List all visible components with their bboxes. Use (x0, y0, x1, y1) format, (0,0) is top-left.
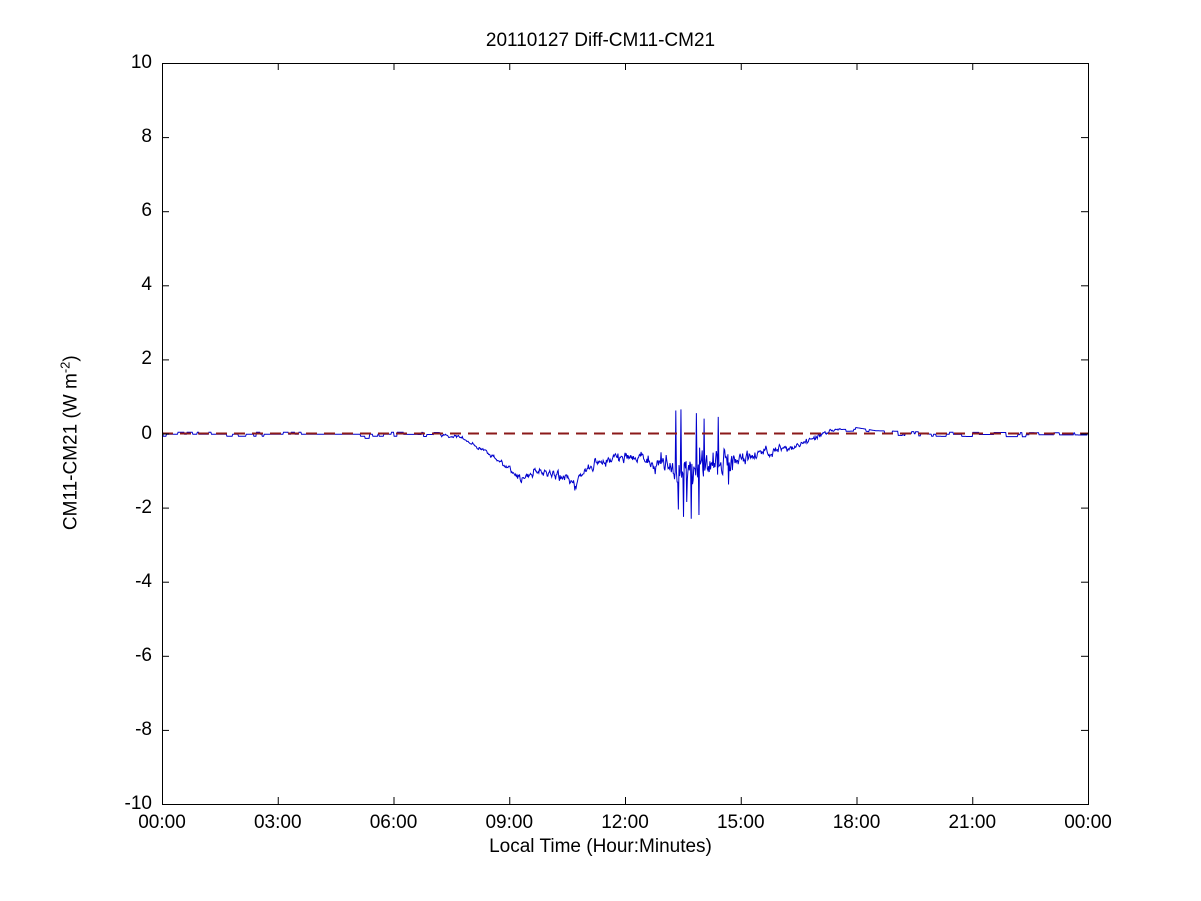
x-tick-label: 18:00 (832, 812, 881, 833)
y-tick-label: 6 (141, 200, 152, 222)
y-tick-label: -4 (135, 570, 152, 592)
x-tick-label: 00:00 (138, 812, 186, 833)
x-tick-label: 21:00 (948, 812, 997, 833)
y-tick-label: 8 (141, 126, 152, 148)
y-tick-label: -10 (124, 793, 152, 814)
x-tick-label: 15:00 (716, 812, 765, 833)
y-axis-label: CM11-CM21 (W m-2) (57, 143, 82, 743)
y-tick-label: -2 (135, 496, 152, 518)
y-tick-label: 0 (141, 422, 152, 444)
x-axis-label: Local Time (Hour:Minutes) (489, 836, 712, 857)
x-tick-label: 06:00 (369, 812, 418, 833)
y-axis-label-exponent: -2 (57, 361, 73, 374)
y-tick-label: 4 (141, 274, 152, 296)
y-tick-label: -6 (135, 644, 152, 666)
x-tick-label: 12:00 (601, 812, 649, 833)
y-tick-label: 10 (130, 52, 152, 73)
y-tick-label: 2 (141, 348, 152, 370)
x-tick-label: 09:00 (485, 812, 534, 833)
chart-title: 20110127 Diff-CM11-CM21 (485, 30, 716, 51)
y-axis-label-tail: ) (60, 355, 82, 362)
x-tick-label: 00:00 (1064, 812, 1112, 833)
y-axis-label-base: CM11-CM21 (W m (60, 373, 82, 531)
y-tick-label: -8 (135, 718, 152, 740)
data-series-line (162, 409, 1088, 519)
x-tick-label: 03:00 (253, 812, 302, 833)
